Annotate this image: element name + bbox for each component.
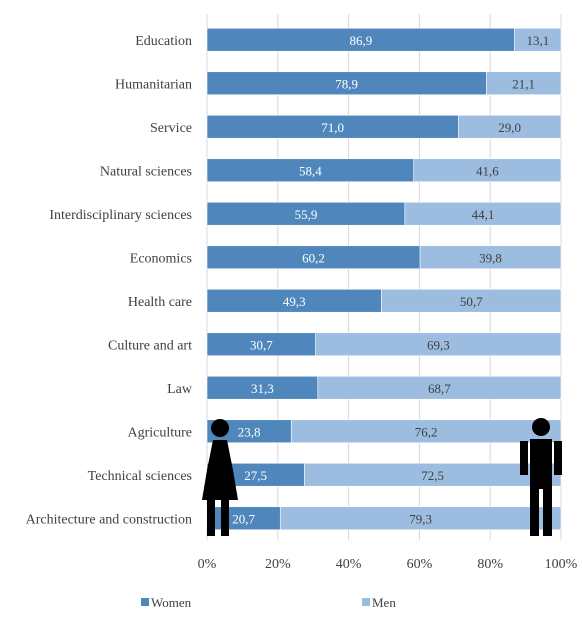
data-label-men: 41,6 [476, 163, 499, 178]
woman-figure-icon [202, 419, 238, 536]
category-label: Architecture and construction [26, 512, 192, 527]
data-label-men: 21,1 [512, 76, 535, 91]
legend-swatch-women [141, 598, 149, 606]
data-label-men: 76,2 [415, 424, 438, 439]
x-tick-label: 60% [407, 557, 433, 572]
data-label-women: 60,2 [302, 250, 325, 265]
category-label: Law [167, 382, 193, 397]
x-tick-label: 20% [265, 557, 291, 572]
category-label: Technical sciences [88, 469, 192, 484]
data-label-men: 44,1 [472, 207, 495, 222]
category-label: Humanitarian [115, 77, 192, 92]
data-label-women: 27,5 [244, 468, 267, 483]
x-tick-labels: 0% 20% 40% 60% 80% 100% [198, 557, 578, 572]
category-labels: Education Humanitarian Service Natural scie… [26, 34, 193, 528]
bar-segment-men [290, 419, 562, 444]
category-label: Education [135, 34, 192, 49]
x-tick-label: 40% [336, 557, 362, 572]
bar-segment-men [419, 245, 562, 270]
legend: Women Men [141, 595, 396, 610]
data-label-women: 78,9 [335, 76, 358, 91]
x-tick-label: 100% [545, 557, 578, 572]
data-label-women: 31,3 [251, 381, 274, 396]
legend-label-men: Men [372, 595, 396, 610]
category-label: Economics [130, 251, 192, 266]
data-label-women: 49,3 [283, 294, 306, 309]
category-label: Natural sciences [100, 164, 192, 179]
category-label: Culture and art [108, 338, 192, 353]
data-label-women: 55,9 [295, 207, 318, 222]
x-tick-label: 0% [198, 557, 217, 572]
category-label: Service [150, 121, 192, 136]
bar-segment-men [458, 114, 562, 139]
bar-segment-men [486, 71, 562, 96]
data-label-men: 50,7 [460, 294, 483, 309]
legend-swatch-men [362, 598, 370, 606]
bar-segment-men [381, 288, 562, 313]
data-label-men: 39,8 [479, 250, 502, 265]
data-label-women: 86,9 [349, 33, 372, 48]
category-label: Agriculture [127, 425, 192, 440]
man-figure-icon [520, 418, 562, 536]
gridlines [206, 14, 562, 540]
category-label: Health care [128, 295, 192, 310]
data-label-men: 29,0 [498, 120, 521, 135]
data-label-men: 72,5 [421, 468, 444, 483]
category-label: Interdisciplinary sciences [49, 208, 192, 223]
bar-segment-men [279, 506, 562, 531]
data-label-women: 71,0 [321, 120, 344, 135]
bars: 86,9 13,1 78,9 21,1 71,0 29,0 58,4 41,6 55,9 44,1… [206, 27, 562, 531]
bar-segment-men [317, 375, 562, 400]
bar-segment-men [315, 332, 562, 357]
bar-segment-men [404, 201, 562, 226]
data-label-women: 20,7 [232, 511, 255, 526]
bar-segment-men [514, 27, 562, 52]
data-label-men: 69,3 [427, 337, 450, 352]
legend-label-women: Women [151, 595, 192, 610]
data-label-men: 13,1 [526, 33, 549, 48]
data-label-women: 58,4 [299, 163, 322, 178]
bar-segment-men [413, 158, 562, 183]
data-label-women: 30,7 [250, 337, 273, 352]
data-label-women: 23,8 [238, 424, 261, 439]
data-label-men: 68,7 [428, 381, 451, 396]
data-label-men: 79,3 [409, 511, 432, 526]
x-tick-label: 80% [477, 557, 503, 572]
